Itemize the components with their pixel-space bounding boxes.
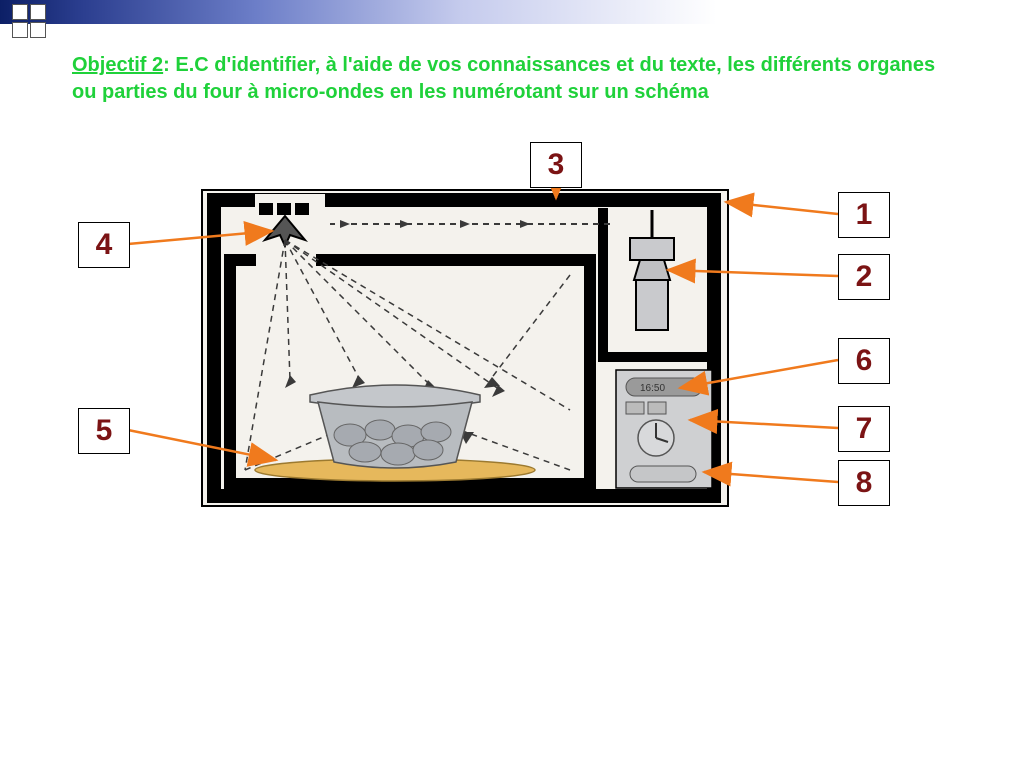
- label-box-1: 1: [838, 192, 890, 238]
- label-box-5: 5: [78, 408, 130, 454]
- arrow-8: [704, 472, 838, 482]
- arrow-2: [668, 270, 838, 276]
- label-box-3: 3: [530, 142, 582, 188]
- label-box-8: 8: [838, 460, 890, 506]
- label-box-4: 4: [78, 222, 130, 268]
- label-box-6: 6: [838, 338, 890, 384]
- arrow-1: [726, 202, 838, 214]
- arrow-7: [690, 420, 838, 428]
- arrow-6: [680, 360, 838, 388]
- arrow-4: [128, 231, 272, 244]
- label-box-7: 7: [838, 406, 890, 452]
- label-box-2: 2: [838, 254, 890, 300]
- pointer-arrows: [0, 0, 1024, 768]
- arrow-5: [128, 430, 276, 460]
